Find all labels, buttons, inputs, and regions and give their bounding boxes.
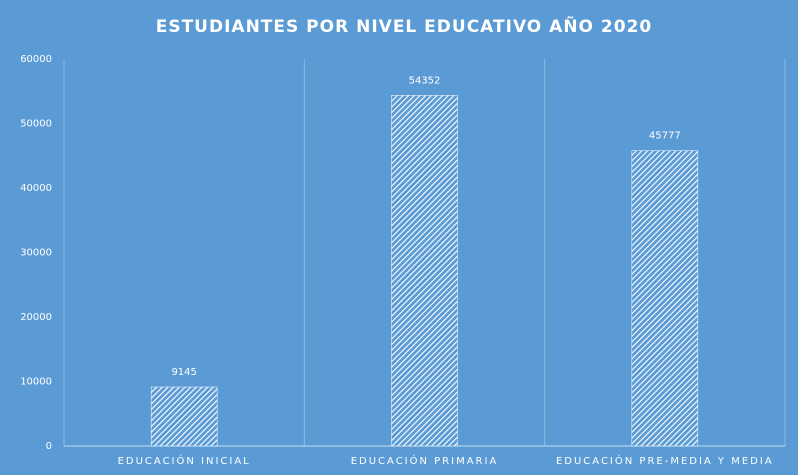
bar [391,95,458,447]
x-tick-label: EDUCACIÓN INICIAL [118,454,251,467]
x-tick-label: EDUCACIÓN PRIMARIA [351,454,499,467]
y-tick-label: 10000 [20,377,52,388]
bar [150,386,218,447]
bar [631,150,699,447]
x-tick-label: EDUCACIÓN PRE-MEDIA Y MEDIA [556,454,774,467]
y-tick-label: 50000 [20,119,52,130]
y-tick-label: 30000 [20,248,52,259]
y-tick-label: 60000 [20,54,52,65]
y-tick-label: 0 [46,441,52,452]
y-tick-label: 40000 [20,183,52,194]
data-label: 54352 [409,75,441,86]
data-label: 9145 [171,367,196,378]
y-tick-label: 20000 [20,312,52,323]
data-label: 45777 [649,131,681,142]
chart-title: ESTUDIANTES POR NIVEL EDUCATIVO AÑO 2020 [156,14,653,37]
